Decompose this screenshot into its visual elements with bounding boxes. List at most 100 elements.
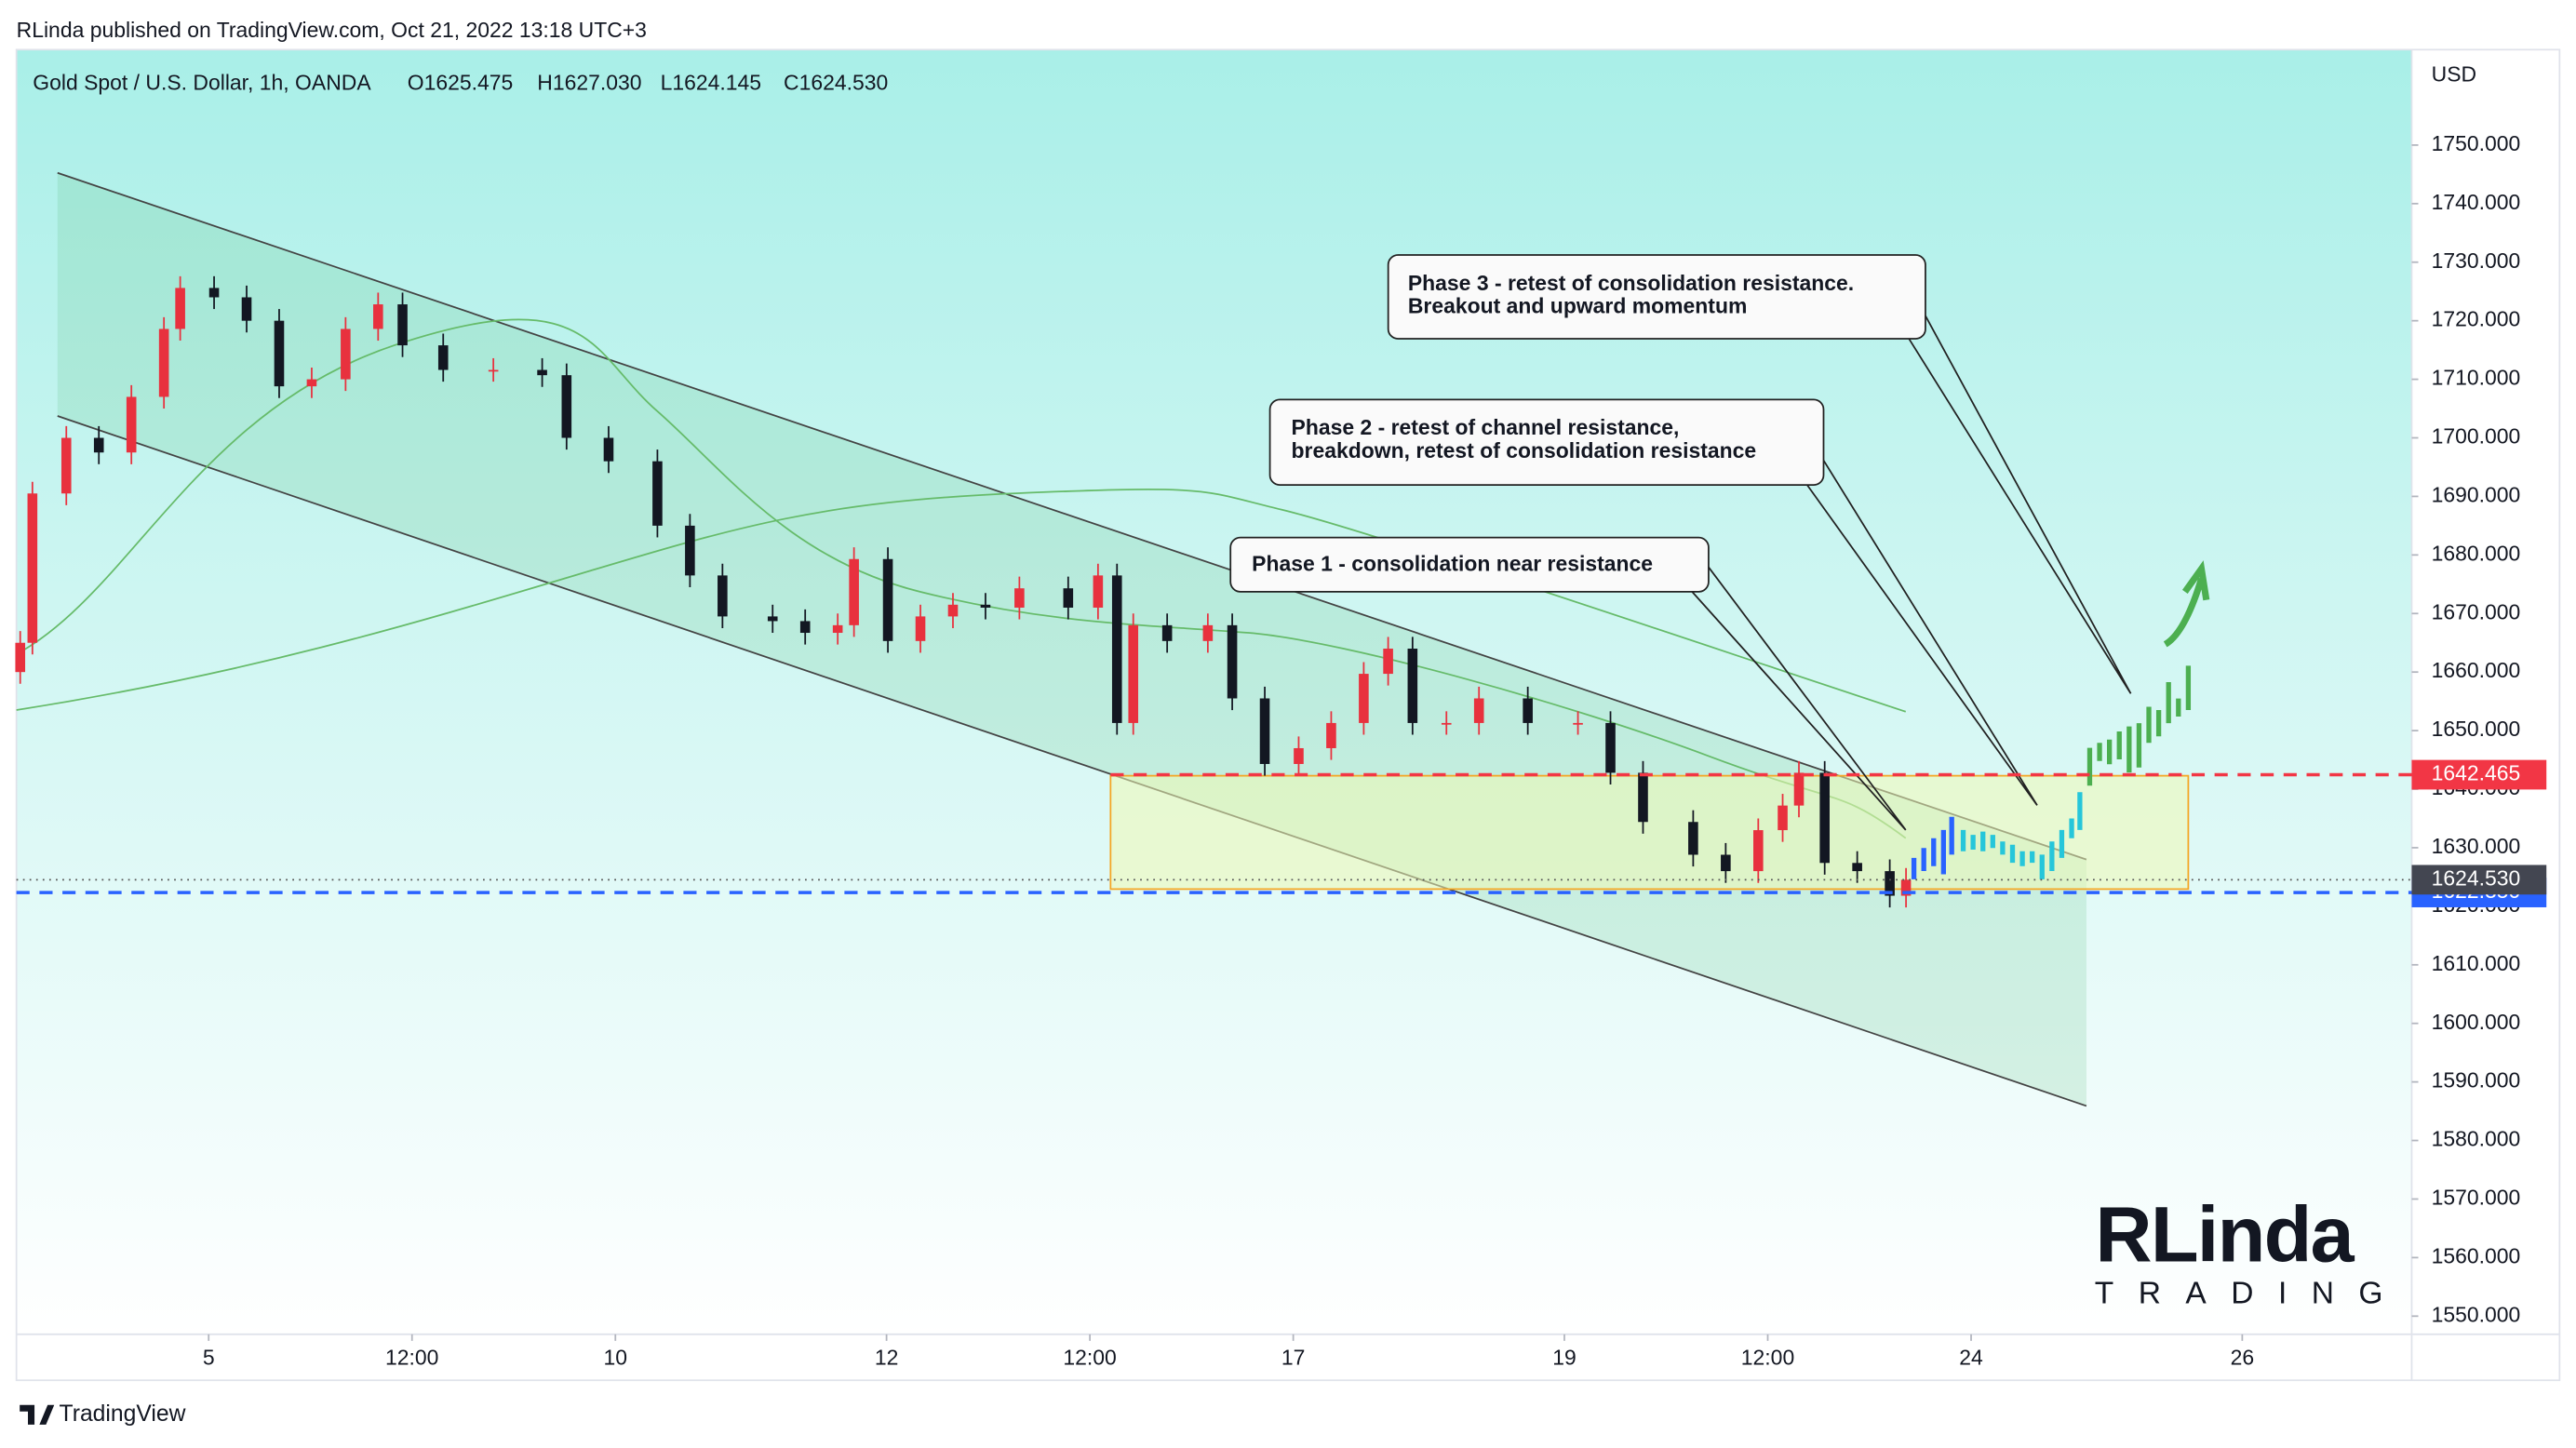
candle-body (849, 558, 859, 625)
price-label: 1642.465 (2432, 761, 2521, 785)
candle-body (15, 642, 26, 673)
x-tick-label: 5 (203, 1345, 215, 1369)
y-tick-label: 1570.000 (2432, 1186, 2521, 1210)
logo-tagline: TRADING (2095, 1276, 2408, 1310)
consolidation-zone (1109, 774, 2190, 891)
x-tick-label: 24 (1959, 1345, 1983, 1369)
candle-body (1202, 624, 1214, 641)
annotation-box (1387, 254, 1926, 340)
y-tick-label: 1590.000 (2432, 1068, 2521, 1093)
candle-body (832, 624, 843, 634)
annotation: breakdown, retest of consolidation resis… (1292, 438, 1757, 463)
y-tick-label: 1750.000 (2432, 131, 2521, 155)
candle-body (1885, 871, 1895, 896)
x-tick-label: 12:00 (1063, 1345, 1116, 1369)
candle-body (603, 437, 614, 462)
candle-body (1128, 624, 1139, 723)
annotation: Phase 3 - retest of consolidation resist… (1408, 271, 1854, 295)
candle-body (1900, 879, 1912, 896)
candle-body (60, 437, 72, 494)
logo-brand: RLinda (2095, 1190, 2355, 1279)
pointer (1908, 315, 2132, 694)
candle-body (1161, 624, 1173, 641)
y-tick-label: 1730.000 (2432, 248, 2521, 273)
candle-body (373, 304, 383, 329)
candle-body (1852, 863, 1862, 872)
y-tick-label: 1720.000 (2432, 307, 2521, 331)
candle-body (1688, 822, 1698, 855)
candle-body (175, 288, 185, 329)
candle-body (93, 437, 104, 453)
candle-body (1359, 674, 1369, 723)
pointer (1806, 460, 2038, 806)
candle-body (767, 616, 778, 622)
ohlc: O1625.475 (408, 70, 514, 94)
candle-body (1473, 698, 1484, 723)
ohlc: H1627.030 (537, 70, 641, 94)
candle-body (1793, 772, 1805, 806)
ohlc: L1624.145 (661, 70, 761, 94)
candle-body (208, 288, 220, 298)
annotation-box (1268, 398, 1825, 487)
candle-body (1523, 698, 1533, 723)
arrow (2163, 560, 2210, 648)
projection (1911, 816, 1954, 879)
candle-body (241, 297, 252, 321)
candle-body (1753, 830, 1764, 872)
x-tick-label: 12:00 (385, 1345, 438, 1369)
y-tick-label: 1670.000 (2432, 599, 2521, 623)
y-tick-label: 1710.000 (2432, 366, 2521, 390)
candle-body (1638, 772, 1648, 823)
x-tick-label: 12:00 (1741, 1345, 1794, 1369)
candle-body (915, 616, 926, 641)
candle-body (437, 345, 449, 370)
y-tick-label: 1650.000 (2432, 717, 2521, 741)
ohlc: C1624.530 (784, 70, 888, 94)
candle-body (1093, 575, 1104, 608)
y-tick-label: 1580.000 (2432, 1127, 2521, 1151)
last-price-label: 1624.530 (2432, 865, 2521, 890)
projection (2086, 665, 2192, 786)
annotation-box (1229, 536, 1710, 593)
candle-body (1259, 698, 1270, 764)
y-tick-label: 1600.000 (2432, 1010, 2521, 1034)
candle-body (397, 304, 408, 346)
candle-body (980, 604, 991, 608)
x-tick-label: 17 (1281, 1345, 1306, 1369)
frame (15, 48, 2561, 1382)
x-tick-label: 26 (2231, 1345, 2255, 1369)
candle-body (306, 379, 317, 387)
pointer (1691, 566, 1907, 831)
symbol: Gold Spot / U.S. Dollar, 1h, OANDA (33, 70, 371, 94)
candle-body (488, 369, 499, 372)
plot-area (16, 49, 2412, 1334)
moving-average (16, 318, 1907, 839)
y-tick-label: 1550.000 (2432, 1302, 2521, 1326)
y-tick-label: 1680.000 (2432, 541, 2521, 565)
candle-body (718, 575, 728, 617)
currency: USD (2432, 62, 2476, 87)
candle-body (1573, 722, 1583, 725)
candle-body (1063, 588, 1074, 608)
candle-body (1014, 588, 1025, 608)
projection (1960, 792, 2083, 879)
candle-body (561, 375, 572, 438)
candle-body (1383, 649, 1393, 675)
candle-body (1778, 805, 1788, 831)
candle-body (1819, 772, 1830, 864)
candle-body (274, 320, 285, 387)
annotation: Breakout and upward momentum (1408, 294, 1748, 318)
channel-line (57, 171, 2087, 861)
footer: TradingView (60, 1401, 186, 1427)
x-tick-label: 19 (1552, 1345, 1576, 1369)
x-tick-label: 12 (875, 1345, 899, 1369)
candle-body (1721, 854, 1731, 872)
candle-body (1111, 575, 1122, 723)
y-tick-label: 1630.000 (2432, 834, 2521, 858)
candle-body (158, 328, 169, 397)
candle-body (882, 558, 893, 641)
candle-body (27, 493, 38, 643)
candle-body (947, 604, 959, 617)
